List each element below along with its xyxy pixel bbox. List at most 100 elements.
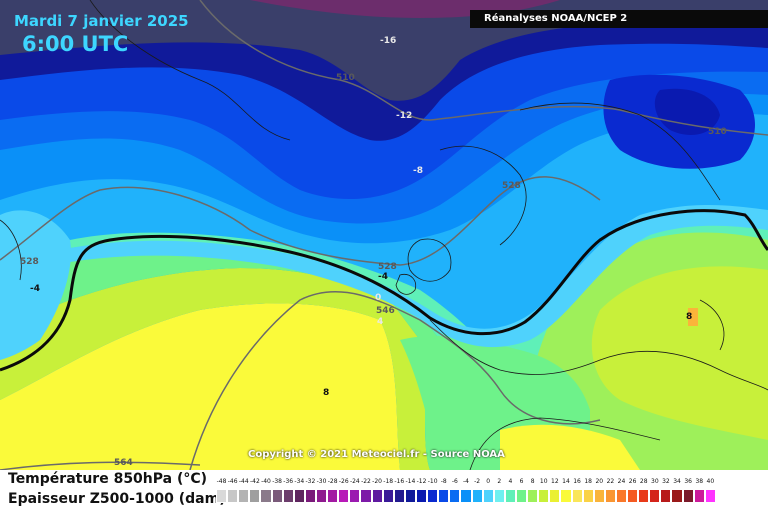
- scale-tick-label: 6: [519, 478, 524, 485]
- color-scale-swatches: [216, 489, 716, 503]
- scale-swatch: [249, 489, 261, 503]
- thickness-label: 510: [708, 127, 727, 137]
- scale-tick-label: -10: [427, 478, 438, 485]
- scale-tick-label: -22: [361, 478, 371, 485]
- thickness-label: 510: [336, 73, 355, 83]
- scale-tick-label: -4: [462, 478, 469, 485]
- scale-tick-label: -40: [261, 478, 271, 485]
- scale-tick-label: -48: [216, 478, 227, 485]
- scale-swatch: [304, 489, 316, 503]
- scale-tick-label: 26: [628, 478, 637, 485]
- scale-swatch: [638, 489, 650, 503]
- scale-swatch: [338, 489, 350, 503]
- scale-swatch: [282, 489, 294, 503]
- scale-tick-label: 0: [486, 478, 491, 485]
- scale-tick-label: -34: [294, 478, 305, 485]
- scale-tick-label: 36: [684, 478, 692, 485]
- north-africa-yellow: [500, 424, 640, 470]
- scale-tick-label: 28: [639, 478, 648, 485]
- scale-swatch: [227, 489, 239, 503]
- scale-tick-label: -2: [474, 478, 481, 485]
- thickness-label: 546: [376, 306, 395, 316]
- scale-tick-label: -14: [405, 478, 416, 485]
- scale-swatch: [360, 489, 372, 503]
- thickness-label: 564: [114, 458, 133, 468]
- scale-swatch: [427, 489, 439, 503]
- scale-tick-label: 22: [606, 478, 615, 485]
- scale-tick-label: -30: [316, 478, 327, 485]
- scale-swatch: [515, 489, 528, 503]
- scale-swatch: [582, 489, 594, 503]
- temp-label: -16: [380, 36, 397, 46]
- scale-tick-label: 40: [706, 478, 715, 485]
- warm-zone-light-green: [0, 268, 430, 470]
- scale-tick-label: 32: [662, 478, 670, 485]
- scale-swatch: [349, 489, 361, 503]
- scandinavia-core: [654, 88, 720, 135]
- coastlines: [0, 0, 768, 470]
- scale-tick-label: -32: [305, 478, 316, 485]
- scale-tick-label: -42: [249, 478, 260, 485]
- scale-tick-label: -26: [338, 478, 349, 485]
- temperature-850hpa-map: [0, 0, 768, 470]
- cyan-band: [70, 205, 768, 348]
- forecast-time: 6:00 UTC: [22, 32, 129, 56]
- copyright-notice: Copyright © 2021 Meteociel.fr - Source N…: [248, 449, 505, 460]
- scale-tick-label: -18: [383, 478, 394, 485]
- scale-swatch: [327, 489, 339, 503]
- scale-tick-label: -16: [394, 478, 405, 485]
- scale-tick-label: 10: [539, 478, 548, 485]
- scale-swatch: [449, 489, 461, 503]
- scale-swatch: [504, 489, 516, 503]
- temp-label: -8: [413, 166, 423, 176]
- atlantic-cyan-pocket: [0, 210, 71, 360]
- color-scale-labels: -48 -46 -44 -42 -40 -38 -36 -34 -32 -30 -28 -26 -24-…: [216, 478, 716, 488]
- black-sea-marker: [688, 308, 698, 326]
- temp-label: -12: [396, 111, 413, 121]
- temp-label: -4: [30, 284, 40, 294]
- scale-swatch: [371, 489, 383, 503]
- scale-swatch: [260, 489, 272, 503]
- scale-swatch: [471, 489, 483, 503]
- scale-tick-label: 30: [651, 478, 659, 485]
- scale-swatch: [393, 489, 405, 503]
- scale-tick-label: 12: [551, 478, 559, 485]
- scale-tick-label: -36: [283, 478, 294, 485]
- scale-tick-label: 20: [595, 478, 604, 485]
- scale-swatch: [293, 489, 305, 503]
- scale-tick-label: 8: [530, 478, 535, 485]
- temp-label: 8: [323, 388, 330, 398]
- scale-swatch: [493, 489, 505, 503]
- scale-swatch: [315, 489, 328, 503]
- legend-thickness-title: Epaisseur Z500-1000 (dam): [8, 491, 226, 507]
- forecast-date: Mardi 7 janvier 2025: [14, 12, 189, 30]
- scale-swatch: [627, 489, 639, 503]
- scale-swatch: [549, 489, 561, 503]
- scale-tick-label: -28: [327, 478, 338, 485]
- scale-swatch: [571, 489, 583, 503]
- thickness-528-line: [0, 176, 601, 266]
- scale-tick-label: -6: [451, 478, 458, 485]
- scale-swatch: [527, 489, 539, 503]
- scale-swatch: [382, 489, 394, 503]
- scale-swatch: [604, 489, 616, 503]
- scale-tick-label: 2: [497, 478, 502, 485]
- scale-tick-label: 38: [695, 478, 704, 485]
- scale-swatch: [615, 489, 628, 503]
- thickness-label: 528: [378, 262, 397, 272]
- scale-tick-label: -46: [227, 478, 238, 485]
- color-scale: -48 -46 -44 -42 -40 -38 -36 -34 -32 -30 -28 -26 -24-…: [216, 478, 750, 510]
- scale-swatch: [482, 489, 494, 503]
- temp-label: 0: [375, 293, 382, 303]
- scale-swatch: [704, 489, 716, 503]
- warm-zone-yellow: [0, 303, 400, 470]
- temp-label: -4: [378, 272, 388, 282]
- scale-tick-label: -38: [272, 478, 282, 485]
- data-source-label: Réanalyses NOAA/NCEP 2: [470, 10, 768, 28]
- scale-tick-label: -8: [440, 478, 447, 485]
- scale-swatch: [438, 489, 450, 503]
- scale-swatch: [660, 489, 672, 503]
- thickness-label: 528: [20, 257, 39, 267]
- scale-tick-label: 16: [573, 478, 581, 485]
